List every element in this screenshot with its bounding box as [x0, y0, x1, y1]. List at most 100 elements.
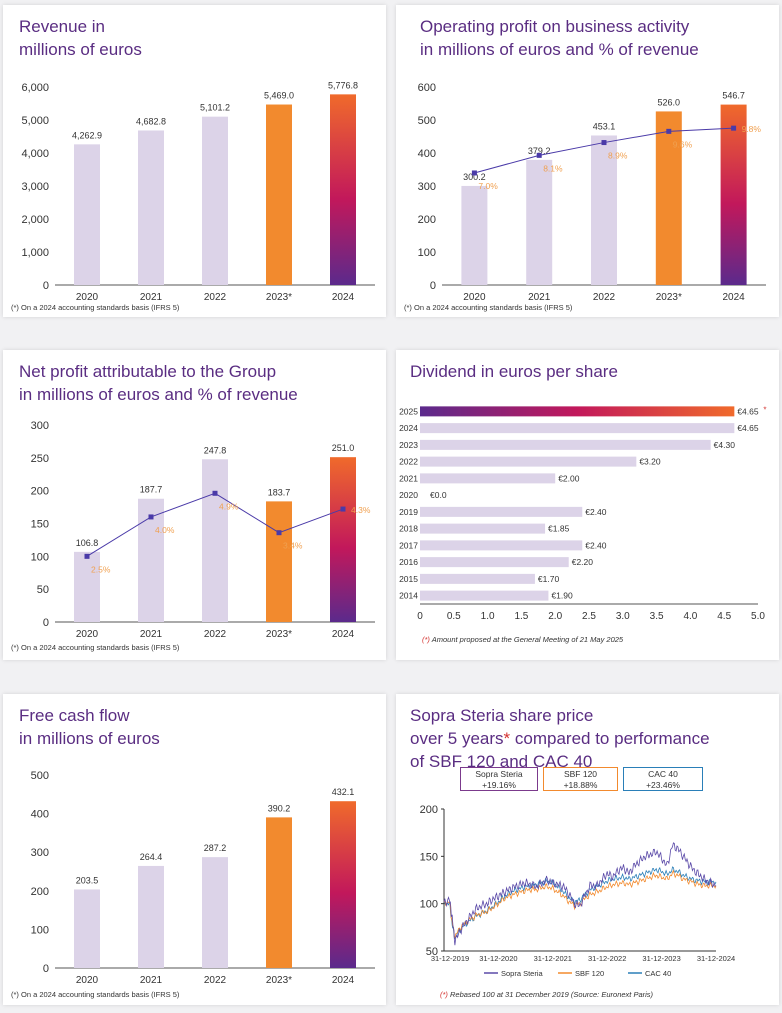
x-tick-label: 2023* [266, 629, 292, 640]
bar-2023* [655, 111, 682, 285]
y-tick-label: 6,000 [21, 82, 49, 94]
share-title-line2: over 5 years* compared to performance [410, 727, 710, 750]
y-tick-label: 50 [37, 584, 49, 596]
pct-marker [212, 490, 218, 496]
y-tick-label: 200 [31, 886, 49, 898]
bar-value-label: 4,682.8 [136, 116, 166, 126]
pct-marker [276, 530, 282, 536]
revenue-chart: 0 1,000 2,000 3,000 4,000 5,000 6,000 4,262.9 20… [21, 80, 375, 303]
bar-value-label: 5,776.8 [328, 80, 358, 90]
x-tick-label: 31-12-2021 [534, 954, 572, 963]
y-tick-label: 300 [418, 181, 436, 193]
x-tick-label: 2020 [463, 292, 486, 303]
x-tick-label: 31-12-2023 [642, 954, 680, 963]
y-tick-label: 400 [418, 148, 436, 160]
pct-label: 7.0% [478, 181, 498, 191]
x-tick-label: 5.0 [751, 611, 765, 622]
bar-2023* [266, 104, 292, 285]
bar-value-label: €2.40 [585, 507, 607, 517]
dividend-footnote-mark: (*) [422, 635, 430, 644]
series-line-sbf-120 [443, 869, 717, 939]
operating-title-line2: in millions of euros and % of revenue [420, 40, 699, 59]
y-tick-label: 3,000 [21, 181, 49, 193]
bar-value-label: 183.7 [268, 487, 291, 497]
y-tick-label: 600 [418, 82, 436, 94]
x-tick-label: 2.0 [548, 611, 562, 622]
fcf-title-line1: Free cash flow [19, 706, 130, 725]
y-tick-label: 0 [43, 963, 49, 975]
bar-value-label: €1.70 [538, 574, 560, 584]
bar-value-label: 526.0 [658, 97, 681, 107]
y-tick-label: 5,000 [21, 115, 49, 127]
bar-value-label: €3.20 [639, 457, 661, 467]
bar-2024 [330, 801, 356, 968]
bar-value-label: 203.5 [76, 875, 99, 885]
bar-2015 [420, 573, 535, 584]
bar-value-label: €4.65 [737, 406, 759, 416]
bar-2020 [74, 144, 100, 285]
legend-sbf-box: SBF 120 +18.88% [543, 767, 618, 791]
pct-label: 2.5% [91, 564, 111, 574]
x-tick-label: 2024 [332, 629, 355, 640]
bar-2024 [720, 104, 747, 286]
x-tick-label: 2023* [266, 292, 292, 303]
x-tick-label: 1.0 [481, 611, 495, 622]
y-tick-label: 150 [31, 519, 49, 531]
y-tick-label: 2023 [399, 440, 418, 450]
bar-value-label: 5,469.0 [264, 91, 294, 101]
y-tick-label: 300 [31, 420, 49, 432]
x-tick-label: 2020 [76, 629, 99, 640]
bar-value-label: 5,101.2 [200, 103, 230, 113]
pct-marker [601, 140, 607, 146]
y-tick-label: 2025 [399, 406, 418, 416]
netprofit-title-line1: Net profit attributable to the Group [19, 362, 277, 381]
dividend-panel: Dividend in euros per share 2025 €4.65 * 20… [396, 350, 779, 660]
y-tick-label: 4,000 [21, 148, 49, 160]
bar-2024 [330, 457, 356, 622]
x-tick-label: 31-12-2024 [697, 954, 735, 963]
bar-2023* [266, 501, 292, 622]
legend-cac-name: CAC 40 [648, 769, 678, 779]
bar-2017 [420, 540, 583, 551]
y-tick-label: 0 [43, 617, 49, 629]
bar-value-label: 390.2 [268, 803, 291, 813]
pct-marker [471, 170, 477, 176]
y-tick-label: 200 [420, 804, 438, 816]
x-tick-label: 2020 [76, 975, 99, 986]
bar-value-label: 247.8 [204, 445, 227, 455]
bar-2019 [420, 506, 583, 517]
y-tick-label: 2022 [399, 457, 418, 467]
x-tick-label: 2024 [332, 292, 355, 303]
x-tick-label: 0 [417, 611, 423, 622]
share-footnote-text: Rebased 100 at 31 December 2019 (Source:… [447, 990, 654, 999]
revenue-title-line2: millions of euros [19, 40, 142, 59]
y-tick-label: 100 [420, 899, 438, 911]
pct-label: 3.4% [283, 541, 303, 551]
x-tick-label: 2024 [332, 975, 355, 986]
y-tick-label: 100 [31, 924, 49, 936]
bar-2014 [420, 590, 549, 601]
netprofit-chart: 0 50 100 150 200 250 300 106.8 2020 187.7 2021 247.… [31, 420, 375, 640]
x-tick-label: 31-12-2019 [431, 954, 469, 963]
bar-value-label: €0.0 [430, 490, 447, 500]
bar-2020 [461, 185, 488, 285]
bar-2020 [74, 551, 100, 622]
y-tick-label: 150 [420, 851, 438, 863]
bar-value-label: 300.2 [463, 172, 486, 182]
bar-2020 [74, 889, 100, 968]
y-tick-label: 2016 [399, 557, 418, 567]
netprofit-title-line2: in millions of euros and % of revenue [19, 385, 298, 404]
y-tick-label: 2018 [399, 524, 418, 534]
bar-value-label: €4.30 [714, 440, 736, 450]
bar-2022 [591, 135, 617, 285]
operating-chart: 0 100 200 300 400 500 600 300.2 2020 379.2 2021 453… [418, 82, 766, 303]
revenue-footnote: (*) On a 2024 accounting standards basis… [11, 303, 180, 312]
y-tick-label: 100 [31, 551, 49, 563]
bar-value-label: 106.8 [76, 538, 99, 548]
bar-2021 [138, 130, 164, 285]
legend-sopra-box: Sopra Steria +19.16% [460, 767, 538, 791]
netprofit-panel: Net profit attributable to the Group in … [3, 350, 386, 660]
fcf-footnote: (*) On a 2024 accounting standards basis… [11, 990, 180, 999]
legend-sopra-name: Sopra Steria [475, 769, 523, 779]
series-line-sopra-steria [443, 842, 717, 946]
